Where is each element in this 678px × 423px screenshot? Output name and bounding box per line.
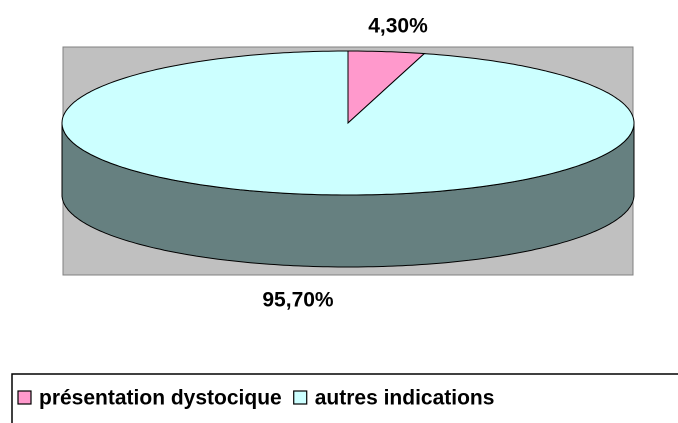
data-label: 95,70% <box>262 289 334 312</box>
data-label: 4,30% <box>368 15 428 38</box>
legend-box <box>11 373 678 423</box>
legend-swatch <box>17 390 32 405</box>
legend-label: présentation dystocique <box>39 387 282 410</box>
legend-label: autres indications <box>315 387 495 410</box>
pie-slice <box>61 50 635 196</box>
legend-swatch <box>293 390 308 405</box>
